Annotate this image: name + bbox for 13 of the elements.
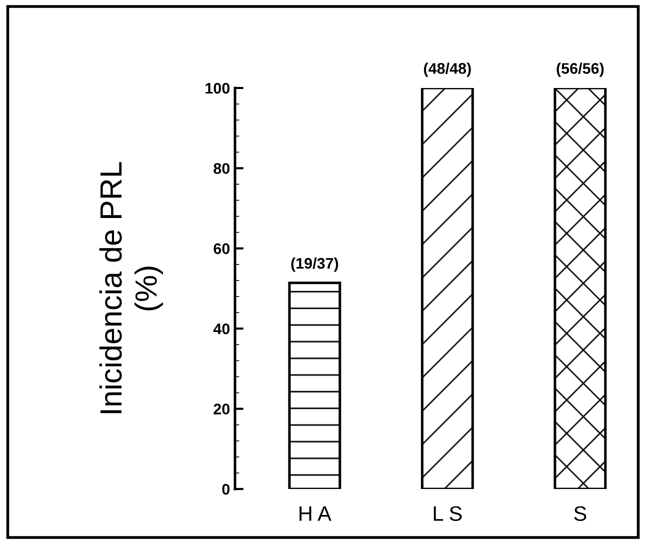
y-tick-label: 60 <box>214 243 230 254</box>
y-tick-label: 100 <box>206 82 230 94</box>
y-tick-label: 0 <box>222 484 230 495</box>
x-tick-label: H A <box>300 506 332 521</box>
y-axis-title: Inicidencia de PRL (%) <box>99 162 163 414</box>
x-tick-label: S <box>574 506 586 521</box>
x-tick-label: L S <box>434 506 462 521</box>
data-label: (19/37) <box>291 258 338 272</box>
y-tick-label: 40 <box>213 323 230 334</box>
y-tick-label: 20 <box>214 404 230 414</box>
data-label: (48/48) <box>424 62 471 77</box>
y-tick-label: 80 <box>214 163 230 174</box>
data-label: (56/56) <box>556 62 604 77</box>
